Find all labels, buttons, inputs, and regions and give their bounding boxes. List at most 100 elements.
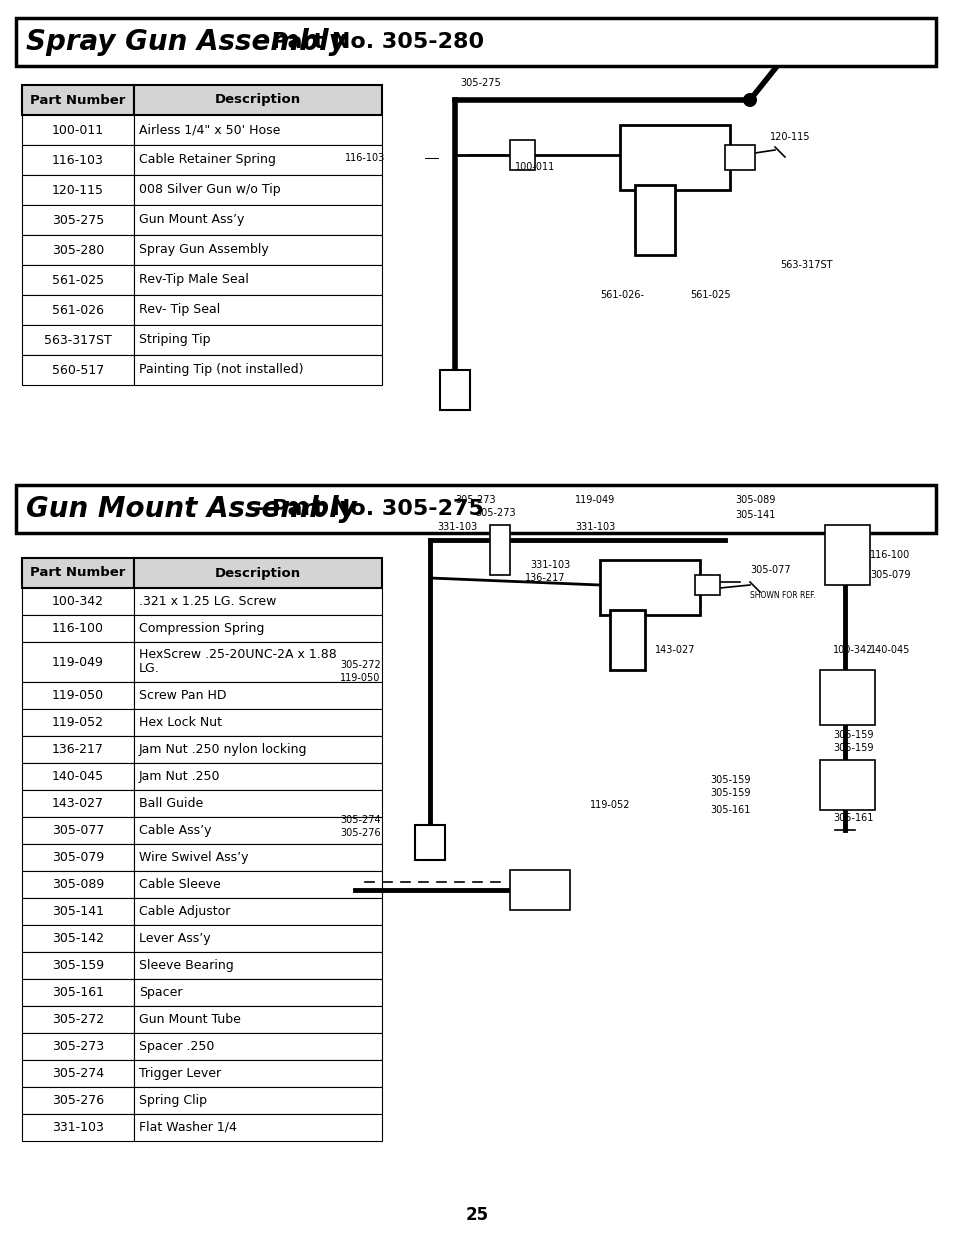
Bar (133, 354, 381, 385)
Bar (22, 144, 133, 175)
Bar (724, 144, 754, 170)
Bar (133, 709, 381, 736)
Text: 305-089: 305-089 (51, 878, 104, 890)
Bar (820, 671, 874, 725)
Bar (133, 1032, 381, 1060)
Bar (820, 760, 874, 810)
Bar (22, 558, 133, 588)
Bar (599, 559, 700, 615)
Text: 140-045: 140-045 (869, 645, 909, 655)
Bar (133, 325, 381, 354)
Text: 305-079: 305-079 (51, 851, 104, 864)
Text: 116-103: 116-103 (52, 153, 104, 167)
Text: 143-027: 143-027 (655, 645, 695, 655)
Bar (133, 588, 381, 615)
Text: 305-159: 305-159 (832, 743, 873, 753)
Text: - Part No. 305-280: - Part No. 305-280 (247, 32, 484, 52)
Bar (22, 642, 133, 682)
Text: 305-276: 305-276 (51, 1094, 104, 1107)
Text: Description: Description (214, 94, 301, 106)
Text: 305-159: 305-159 (832, 730, 873, 740)
Text: 305-276: 305-276 (339, 827, 380, 839)
Circle shape (828, 531, 836, 538)
Text: Cable Sleeve: Cable Sleeve (139, 878, 220, 890)
Text: 305-079: 305-079 (869, 571, 909, 580)
Bar (22, 736, 133, 763)
Text: 305-077: 305-077 (749, 564, 790, 576)
Bar (22, 1032, 133, 1060)
Text: 561-026: 561-026 (52, 304, 104, 316)
Text: 116-100: 116-100 (52, 622, 104, 635)
Bar (133, 115, 381, 144)
Bar (133, 1060, 381, 1087)
Text: 305-275: 305-275 (459, 78, 500, 88)
Bar (510, 869, 569, 910)
Text: 136-217: 136-217 (52, 743, 104, 756)
Bar (133, 205, 381, 235)
Bar (415, 825, 444, 860)
Text: 305-159: 305-159 (709, 776, 750, 785)
Text: SHOWN FOR REF.: SHOWN FOR REF. (749, 590, 815, 599)
Text: 305-273: 305-273 (51, 1040, 104, 1053)
Bar (133, 763, 381, 790)
Text: Spring Clip: Spring Clip (139, 1094, 207, 1107)
Text: 008 Silver Gun w/o Tip: 008 Silver Gun w/o Tip (139, 184, 280, 196)
Text: - Part No. 305-275: - Part No. 305-275 (247, 499, 484, 519)
Text: Hex Lock Nut: Hex Lock Nut (139, 716, 222, 729)
Text: 561-025: 561-025 (689, 290, 730, 300)
Bar (133, 642, 381, 682)
Text: 305-275: 305-275 (51, 214, 104, 226)
Bar (22, 295, 133, 325)
Bar (133, 235, 381, 266)
Text: Spray Gun Assembly: Spray Gun Assembly (139, 243, 269, 257)
Circle shape (742, 93, 757, 107)
Bar (22, 266, 133, 295)
Text: Ball Guide: Ball Guide (139, 797, 203, 810)
Bar (133, 952, 381, 979)
Text: 119-050: 119-050 (51, 689, 104, 701)
Text: Rev- Tip Seal: Rev- Tip Seal (139, 304, 220, 316)
Bar (22, 682, 133, 709)
Bar (133, 898, 381, 925)
Bar (439, 370, 470, 410)
Text: .321 x 1.25 LG. Screw: .321 x 1.25 LG. Screw (139, 595, 276, 608)
Bar (22, 1114, 133, 1141)
Text: 116-103: 116-103 (345, 153, 385, 163)
Text: Gun Mount Tube: Gun Mount Tube (139, 1013, 240, 1026)
Text: 100-342: 100-342 (832, 645, 872, 655)
Bar (22, 952, 133, 979)
Text: Airless 1/4" x 50' Hose: Airless 1/4" x 50' Hose (139, 124, 280, 137)
Text: 305-159: 305-159 (709, 788, 750, 798)
Bar (22, 898, 133, 925)
Bar (133, 790, 381, 818)
Bar (22, 615, 133, 642)
Bar (133, 85, 381, 115)
Text: 140-045: 140-045 (51, 769, 104, 783)
Bar (510, 140, 535, 170)
Text: 119-052: 119-052 (589, 800, 630, 810)
Bar (22, 871, 133, 898)
Text: 563-317ST: 563-317ST (780, 261, 832, 270)
Bar (16, 485, 935, 534)
Text: 305-159: 305-159 (51, 960, 104, 972)
Bar (133, 1007, 381, 1032)
Text: 305-161: 305-161 (832, 813, 872, 823)
Text: 100-342: 100-342 (52, 595, 104, 608)
Text: 120-115: 120-115 (769, 132, 810, 142)
Text: 305-161: 305-161 (52, 986, 104, 999)
Text: Cable Adjustor: Cable Adjustor (139, 905, 230, 918)
Bar (22, 588, 133, 615)
Bar (133, 844, 381, 871)
Bar (133, 175, 381, 205)
Text: 305-274: 305-274 (339, 815, 380, 825)
Text: Spacer .250: Spacer .250 (139, 1040, 214, 1053)
Bar (22, 175, 133, 205)
Text: Rev-Tip Male Seal: Rev-Tip Male Seal (139, 273, 249, 287)
Circle shape (828, 561, 836, 569)
Text: 305-077: 305-077 (51, 824, 104, 837)
Bar (695, 576, 720, 595)
Bar (490, 525, 510, 576)
Text: 305-089: 305-089 (734, 495, 775, 505)
Text: 331-103: 331-103 (52, 1121, 104, 1134)
Circle shape (823, 706, 831, 714)
